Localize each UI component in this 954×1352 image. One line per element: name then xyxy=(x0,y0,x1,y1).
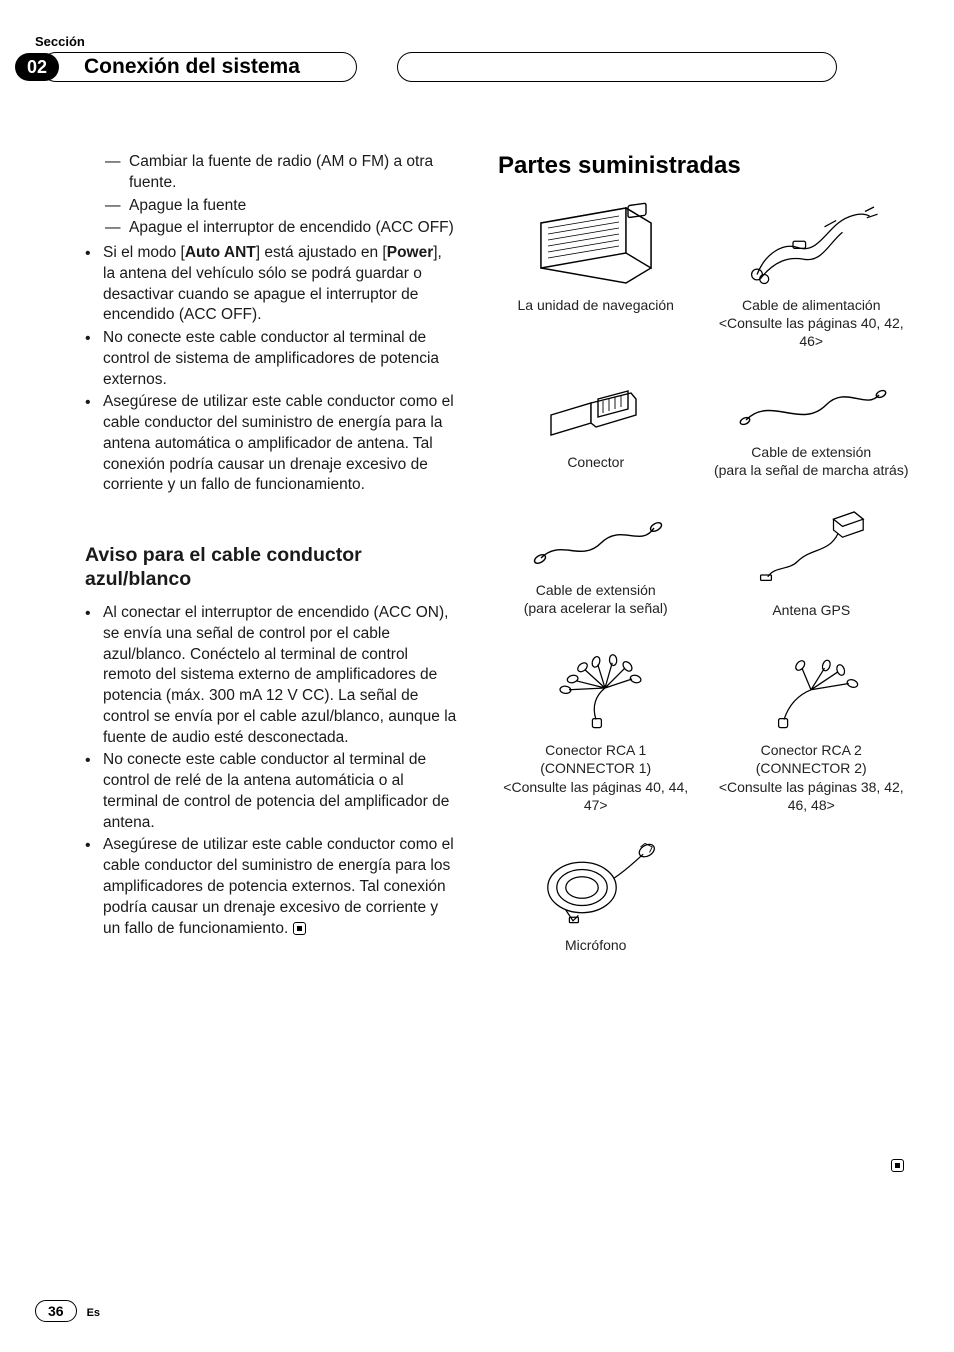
bullet-item: Al conectar el interruptor de encendido … xyxy=(85,603,458,748)
rca-2-icon xyxy=(713,643,909,733)
ext-cable-1-icon xyxy=(713,375,909,435)
head-unit-icon xyxy=(498,198,694,288)
part-ext-cable-accel: Cable de extensión (para acelerar la señ… xyxy=(498,503,694,619)
section-title: Conexión del sistema xyxy=(41,52,357,82)
end-of-section-icon xyxy=(293,922,306,935)
part-gps-antenna: Antena GPS xyxy=(713,503,909,619)
part-label: Cable de extensión (para la señal de mar… xyxy=(713,443,909,479)
section-label: Sección xyxy=(35,34,909,49)
dash-list: Cambiar la fuente de radio (AM o FM) a o… xyxy=(105,152,458,239)
right-column: Partes suministradas La unidad de navega… xyxy=(498,152,909,954)
bullet-list-bottom: Al conectar el interruptor de encendido … xyxy=(85,603,458,939)
part-microphone: Micrófono xyxy=(498,838,694,954)
page-number: 36 xyxy=(35,1300,77,1322)
dash-item: Apague el interruptor de encendido (ACC … xyxy=(105,218,458,239)
ext-cable-2-icon xyxy=(498,503,694,573)
connector-icon xyxy=(498,375,694,445)
part-rca-1: Conector RCA 1 (CONNECTOR 1) <Consulte l… xyxy=(498,643,694,814)
gps-antenna-icon xyxy=(713,503,909,593)
part-label: Micrófono xyxy=(498,936,694,954)
microphone-icon xyxy=(498,838,694,928)
header-bar: 02 Conexión del sistema xyxy=(15,52,909,82)
end-of-section-icon xyxy=(891,1159,904,1172)
parts-grid: La unidad de navegación Cable de aliment… xyxy=(498,198,909,954)
part-rca-2: Conector RCA 2 (CONNECTOR 2) <Consulte l… xyxy=(713,643,909,814)
bullet-item: Asegúrese de utilizar este cable conduct… xyxy=(85,392,458,496)
bullet-item: Asegúrese de utilizar este cable conduct… xyxy=(85,835,458,939)
bullet-list-top: Si el modo [Auto ANT] está ajustado en [… xyxy=(85,243,458,496)
part-head-unit: La unidad de navegación xyxy=(498,198,694,351)
empty-pill xyxy=(397,52,837,82)
bullet-item: Si el modo [Auto ANT] está ajustado en [… xyxy=(85,243,458,326)
rca-1-icon xyxy=(498,643,694,733)
bullet-item: No conecte este cable conductor al termi… xyxy=(85,328,458,390)
language-code: Es xyxy=(87,1307,100,1319)
part-label: Cable de alimentación <Consulte las pági… xyxy=(713,296,909,351)
part-label: Antena GPS xyxy=(713,601,909,619)
dash-item: Cambiar la fuente de radio (AM o FM) a o… xyxy=(105,152,458,194)
power-cable-icon xyxy=(713,198,909,288)
part-label: La unidad de navegación xyxy=(498,296,694,314)
part-ext-cable-reverse: Cable de extensión (para la señal de mar… xyxy=(713,375,909,479)
section-number-badge: 02 xyxy=(15,53,59,81)
part-label: Cable de extensión (para acelerar la señ… xyxy=(498,581,694,617)
parts-title: Partes suministradas xyxy=(498,152,909,180)
part-power-cable: Cable de alimentación <Consulte las pági… xyxy=(713,198,909,351)
left-column: Cambiar la fuente de radio (AM o FM) a o… xyxy=(45,152,458,954)
part-label: Conector RCA 1 (CONNECTOR 1) <Consulte l… xyxy=(498,741,694,814)
footer: 36 Es xyxy=(35,1300,100,1322)
part-connector: Conector xyxy=(498,375,694,479)
dash-item: Apague la fuente xyxy=(105,196,458,217)
part-label: Conector xyxy=(498,453,694,471)
bullet-item: No conecte este cable conductor al termi… xyxy=(85,750,458,833)
subsection-heading: Aviso para el cable conductor azul/blanc… xyxy=(85,544,458,591)
part-label: Conector RCA 2 (CONNECTOR 2) <Consulte l… xyxy=(713,741,909,814)
